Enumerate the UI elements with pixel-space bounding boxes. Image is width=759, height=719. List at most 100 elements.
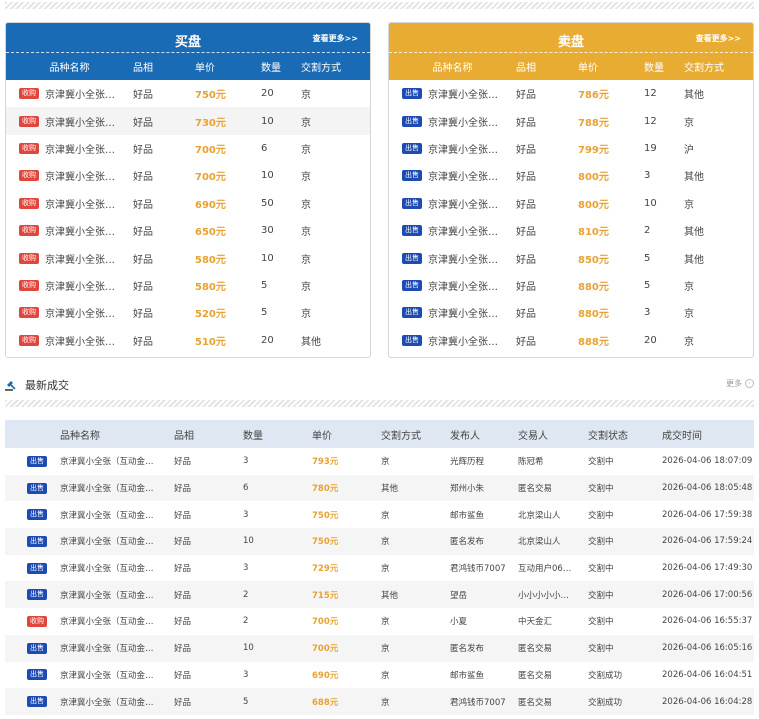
item-name[interactable]: 京津冀小全张… bbox=[428, 227, 498, 239]
cell-condition: 好品 bbox=[516, 172, 536, 184]
cell-price: 799元 bbox=[570, 141, 640, 156]
table-row[interactable]: 出售 京津冀小全张（互动金… 好品 5 688元京君鸿钱币7007 匿名交易 交割成功 202… bbox=[5, 688, 754, 715]
cell-condition: 好品 bbox=[133, 254, 153, 266]
cell-name: 出售 京津冀小全张… bbox=[389, 196, 516, 211]
table-row[interactable]: 收购 京津冀小全张… 好品 730元 10 京 bbox=[6, 107, 370, 135]
item-name[interactable]: 京津冀小全张（互动金… bbox=[60, 537, 154, 548]
table-row[interactable]: 出售 京津冀小全张… 好品 888元 20 京 bbox=[389, 327, 753, 354]
table-row[interactable]: 出售 京津冀小全张（互动金… 好品 3 690元京邮市鲨鱼 匿名交易 交割成功 2026-04… bbox=[5, 662, 754, 689]
cell-qty: 6 bbox=[261, 142, 268, 154]
latest-trades-header: 品种名称 品相 数量 单价 交割方式 发布人 交易人 交割状态 成交时间 bbox=[5, 420, 754, 448]
item-name[interactable]: 京津冀小全张… bbox=[428, 336, 498, 348]
item-name[interactable]: 京津冀小全张（互动金… bbox=[60, 590, 154, 601]
item-name[interactable]: 京津冀小全张… bbox=[45, 254, 115, 266]
cell-badge: 出售 bbox=[5, 589, 55, 601]
cell-qty: 20 bbox=[261, 88, 274, 100]
item-name[interactable]: 京津冀小全张… bbox=[45, 199, 115, 211]
table-row[interactable]: 收购 京津冀小全张… 好品 580元 10 京 bbox=[6, 244, 370, 271]
sell-panel-more-link[interactable]: 查看更多>> bbox=[695, 34, 741, 43]
buy-panel-more-link[interactable]: 查看更多>> bbox=[312, 34, 358, 43]
cell-condition: 好品 bbox=[516, 90, 536, 102]
cell-name: 收购 京津冀小全张… bbox=[6, 141, 133, 156]
table-row[interactable]: 出售 京津冀小全张（互动金… 好品 10 700元京匿名发布 匿名交易 交割中 2026-04… bbox=[5, 634, 754, 662]
cell-qty: 6 bbox=[243, 483, 249, 494]
cell-status: 交割中 bbox=[588, 590, 614, 601]
price-value: 690 bbox=[195, 199, 216, 211]
cell-status: 交割成功 bbox=[588, 697, 623, 708]
table-row[interactable]: 收购 京津冀小全张… 好品 520元 5 京 bbox=[6, 299, 370, 326]
item-name[interactable]: 京津冀小全张… bbox=[428, 254, 498, 266]
type-badge: 出售 bbox=[27, 642, 47, 654]
col-delivery: 交割方式 bbox=[301, 63, 341, 74]
type-badge: 收购 bbox=[19, 279, 39, 291]
price-value: 700 bbox=[195, 172, 216, 184]
table-row[interactable]: 出售 京津冀小全张（互动金… 好品 3 729元京君鸿钱币7007 互动用户06… 交割中 2… bbox=[5, 555, 754, 582]
col-publisher: 发布人 bbox=[450, 430, 480, 442]
table-row[interactable]: 出售 京津冀小全张… 好品 788元 12 京 bbox=[389, 107, 753, 134]
table-row[interactable]: 收购 京津冀小全张… 好品 580元 5 京 bbox=[6, 272, 370, 299]
table-row[interactable]: 出售 京津冀小全张… 好品 800元 3 其他 bbox=[389, 162, 753, 189]
table-row[interactable]: 出售 京津冀小全张… 好品 850元 5 其他 bbox=[389, 244, 753, 271]
item-name[interactable]: 京津冀小全张… bbox=[45, 227, 115, 239]
item-name[interactable]: 京津冀小全张（互动金… bbox=[60, 510, 154, 521]
item-name[interactable]: 京津冀小全张… bbox=[45, 336, 115, 348]
cell-qty: 10 bbox=[243, 643, 254, 654]
price-unit: 元 bbox=[215, 90, 226, 102]
table-row[interactable]: 出售 京津冀小全张（互动金… 好品 2 715元 其他 望岳 小小小小小… 交割中 2026-04… bbox=[5, 581, 754, 609]
table-row[interactable]: 收购 京津冀小全张… 好品 510元 20 其他 bbox=[6, 327, 370, 354]
item-name[interactable]: 京津冀小全张… bbox=[428, 172, 498, 184]
table-row[interactable]: 收购 京津冀小全张（互动金… 好品 2 700元京小夏 中天金汇 交割中 2026-04-06… bbox=[5, 608, 754, 635]
item-name[interactable]: 京津冀小全张（互动金… bbox=[60, 484, 154, 495]
item-name[interactable]: 京津冀小全张（互动金… bbox=[60, 564, 154, 575]
price-unit: 元 bbox=[329, 617, 339, 628]
cell-price: 700元 bbox=[187, 168, 257, 183]
item-name[interactable]: 京津冀小全张（互动金… bbox=[60, 697, 154, 708]
table-row[interactable]: 出售 京津冀小全张… 好品 880元 5 京 bbox=[389, 272, 753, 299]
table-row[interactable]: 收购 京津冀小全张… 好品 690元 50 京 bbox=[6, 190, 370, 217]
item-name[interactable]: 京津冀小全张… bbox=[428, 144, 498, 156]
price-value: 520 bbox=[195, 309, 216, 321]
table-row[interactable]: 收购 京津冀小全张… 好品 650元 30 京 bbox=[6, 217, 370, 244]
item-name[interactable]: 京津冀小全张… bbox=[428, 117, 498, 129]
cell-delivery: 京 bbox=[301, 281, 311, 293]
item-name[interactable]: 京津冀小全张（互动金… bbox=[60, 670, 154, 681]
item-name[interactable]: 京津冀小全张… bbox=[45, 144, 115, 156]
col-condition: 品相 bbox=[174, 430, 194, 442]
item-name[interactable]: 京津冀小全张（互动金… bbox=[60, 457, 154, 468]
price-value: 750 bbox=[312, 537, 330, 548]
latest-trades-table: 品种名称 品相 数量 单价 交割方式 发布人 交易人 交割状态 成交时间 出售京… bbox=[5, 420, 754, 715]
cell-delivery: 京 bbox=[684, 199, 694, 211]
cell-publisher: 君鸿钱币7007 bbox=[450, 697, 506, 708]
table-row[interactable]: 出售 京津冀小全张（互动金… 好品 3 793元京光辉历程 陈冠希 交割中 2026-04-0… bbox=[5, 448, 754, 475]
cell-price: 520元 bbox=[187, 305, 257, 320]
item-name[interactable]: 京津冀小全张… bbox=[45, 90, 115, 102]
table-row[interactable]: 出售 京津冀小全张… 好品 800元 10 京 bbox=[389, 190, 753, 217]
table-row[interactable]: 出售 京津冀小全张… 好品 810元 2 其他 bbox=[389, 217, 753, 244]
cell-price: 510元 bbox=[187, 333, 257, 348]
table-row[interactable]: 出售 京津冀小全张… 好品 786元 12 其他 bbox=[389, 80, 753, 107]
price-value: 788 bbox=[578, 117, 599, 129]
item-name[interactable]: 京津冀小全张（互动金… bbox=[60, 644, 154, 655]
sell-panel-columns: 品种名称 品相 单价 数量 交割方式 bbox=[389, 53, 753, 80]
item-name[interactable]: 京津冀小全张… bbox=[45, 117, 115, 129]
table-row[interactable]: 出售 京津冀小全张（互动金… 好品 6 780元 其他 郑州小朱 匿名交易 交割中 2026-04… bbox=[5, 474, 754, 502]
item-name[interactable]: 京津冀小全张… bbox=[45, 309, 115, 321]
cell-condition: 好品 bbox=[174, 510, 192, 521]
item-name[interactable]: 京津冀小全张… bbox=[428, 199, 498, 211]
item-name[interactable]: 京津冀小全张… bbox=[428, 309, 498, 321]
table-row[interactable]: 收购 京津冀小全张… 好品 750元 20 京 bbox=[6, 80, 370, 107]
price-value: 750 bbox=[195, 90, 216, 102]
table-row[interactable]: 出售 京津冀小全张… 好品 880元 3 京 bbox=[389, 299, 753, 326]
table-row[interactable]: 出售 京津冀小全张… 好品 799元 19 沪 bbox=[389, 135, 753, 162]
type-badge: 出售 bbox=[27, 482, 47, 494]
table-row[interactable]: 出售 京津冀小全张（互动金… 好品 3 750元京邮市鲨鱼 北京梁山人 交割中 2026-04… bbox=[5, 501, 754, 528]
table-row[interactable]: 收购 京津冀小全张… 好品 700元 6 京 bbox=[6, 135, 370, 162]
item-name[interactable]: 京津冀小全张… bbox=[428, 281, 498, 293]
latest-trades-more-link[interactable]: 更多 › bbox=[726, 378, 754, 389]
item-name[interactable]: 京津冀小全张… bbox=[428, 90, 498, 102]
item-name[interactable]: 京津冀小全张… bbox=[45, 281, 115, 293]
table-row[interactable]: 出售 京津冀小全张（互动金… 好品 10 750元京匿名发布 北京梁山人 交割中 2026-0… bbox=[5, 528, 754, 555]
table-row[interactable]: 收购 京津冀小全张… 好品 700元 10 京 bbox=[6, 162, 370, 189]
item-name[interactable]: 京津冀小全张（互动金… bbox=[60, 617, 154, 628]
item-name[interactable]: 京津冀小全张… bbox=[45, 172, 115, 184]
